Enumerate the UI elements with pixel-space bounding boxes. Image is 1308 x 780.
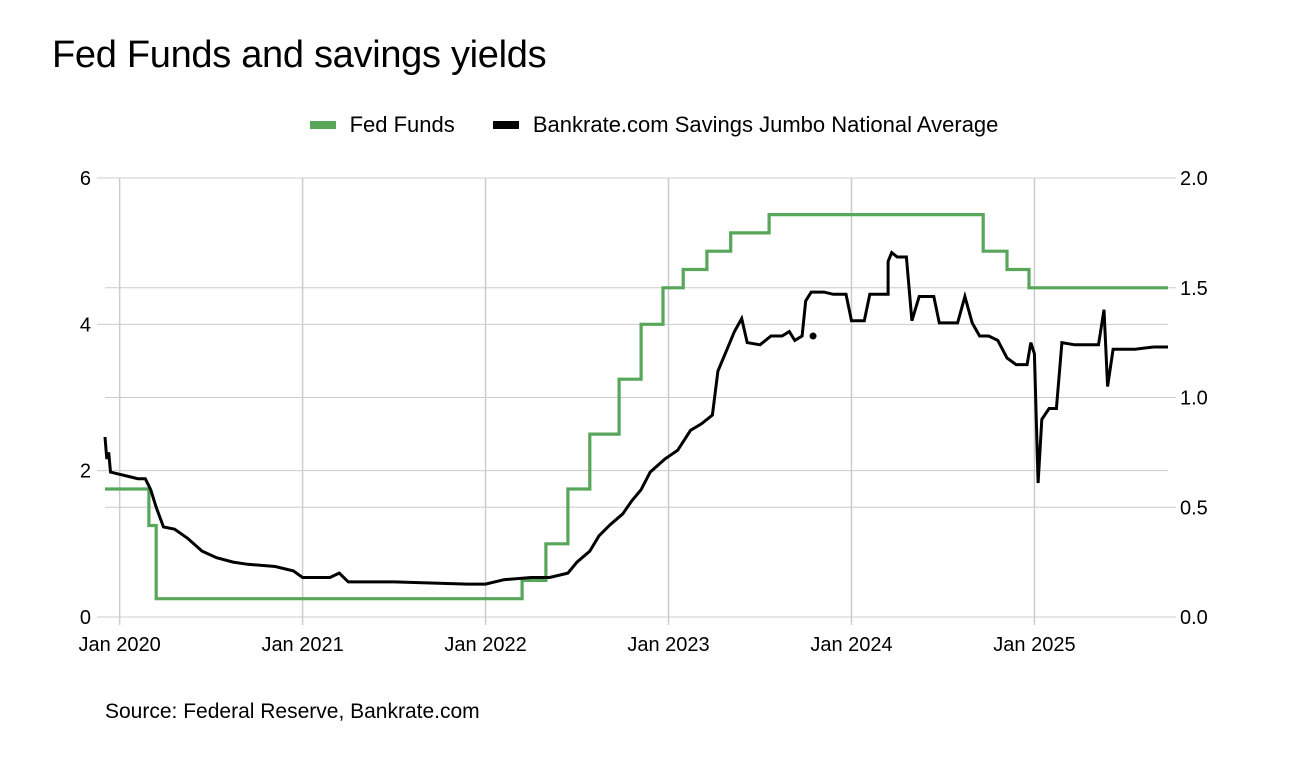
fed-funds-line	[105, 213, 1168, 601]
y-left-tick-label: 4	[80, 314, 91, 336]
legend-entry-fed-funds: Fed Funds	[309, 112, 455, 138]
x-axis-ticks: Jan 2020 Jan 2021 Jan 2022 Jan 2023 Jan 2024…	[78, 634, 1075, 656]
legend: Fed Funds Bankrate.com Savings Jumbo Nat…	[0, 109, 1308, 138]
y-right-tick-label: 0.0	[1180, 607, 1208, 629]
source-note: Source: Federal Reserve, Bankrate.com	[105, 700, 480, 723]
x-tick-label: Jan 2025	[993, 634, 1075, 656]
y-right-tick-label: 2.0	[1180, 168, 1208, 190]
savings-isolated-point	[809, 332, 817, 340]
y-right-tick-label: 1.0	[1180, 388, 1208, 410]
y-left-tick-label: 0	[80, 607, 91, 629]
legend-entry-savings: Bankrate.com Savings Jumbo National Aver…	[492, 112, 999, 138]
y-left-tick-label: 2	[80, 461, 91, 483]
x-gridlines	[118, 178, 1036, 625]
chart-title: Fed Funds and savings yields	[52, 34, 547, 76]
x-tick-label: Jan 2024	[810, 634, 892, 656]
legend-swatch-savings	[492, 121, 519, 129]
x-tick-label: Jan 2022	[444, 634, 526, 656]
savings-line	[103, 250, 1168, 586]
x-tick-label: Jan 2023	[627, 634, 709, 656]
y-left-tick-label: 6	[80, 168, 91, 190]
x-tick-label: Jan 2021	[261, 634, 343, 656]
right-axis-ticks: 0.0 0.5 1.0 1.5 2.0	[1180, 168, 1208, 629]
legend-label-savings: Bankrate.com Savings Jumbo National Aver…	[532, 112, 999, 137]
legend-label-fed-funds: Fed Funds	[349, 112, 455, 137]
x-tick-label: Jan 2020	[78, 634, 160, 656]
y-gridlines	[97, 177, 1176, 618]
legend-swatch-fed-funds	[309, 121, 336, 129]
series-layer	[103, 213, 1168, 601]
left-axis-ticks: 0 2 4 6	[80, 168, 91, 629]
y-right-tick-label: 1.5	[1180, 278, 1208, 300]
y-right-tick-label: 0.5	[1180, 497, 1208, 519]
